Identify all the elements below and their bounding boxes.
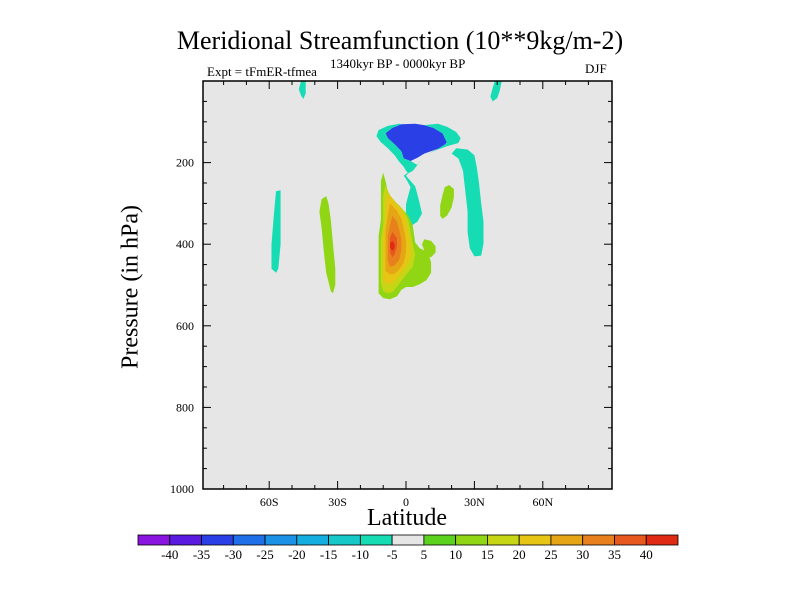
contour-region-nh-side-tongue xyxy=(451,148,484,257)
contour-region-upper-eq-descent-tongue xyxy=(376,123,418,174)
y-tick-label: 400 xyxy=(176,237,194,251)
colorbar-box xyxy=(201,534,234,546)
colorbar-level-label: -10 xyxy=(352,547,369,562)
y-tick-label: 200 xyxy=(176,156,194,170)
contour-regions xyxy=(271,81,502,300)
colorbar-box xyxy=(296,534,329,546)
contour-region-hadley-40 xyxy=(390,240,395,251)
contour-region-hadley-fringe-nh xyxy=(422,239,436,258)
y-tick-label: 600 xyxy=(176,319,194,333)
contour-polygon-sh-green-streak-0 xyxy=(319,196,336,294)
y-tick-label: 1000 xyxy=(170,482,194,496)
x-tick-label: 60N xyxy=(532,495,553,509)
colorbar-box xyxy=(328,534,361,546)
colorbar-level-label: -30 xyxy=(225,547,242,562)
colorbar-level-label: 5 xyxy=(421,547,428,562)
contour-region-negative-upper-cell xyxy=(385,123,447,161)
colorbar-box xyxy=(614,534,647,546)
contour-polygon-nh-upper-sliver-0 xyxy=(490,81,502,102)
x-tick-label: 30S xyxy=(328,495,347,509)
contour-polygon-upper-tropical-tongue-0 xyxy=(403,123,461,227)
colorbar-box xyxy=(645,534,679,546)
colorbar-box xyxy=(391,534,425,546)
x-tick-label: 30N xyxy=(464,495,485,509)
y-tick-label: 800 xyxy=(176,400,194,414)
colorbar-level-label: 15 xyxy=(481,547,494,562)
contour-polygon-hadley-40-0 xyxy=(390,240,395,251)
colorbar: -40 -35 -30 -25 -20 -15 -10 -5 5 10 15 20 25 30 35 40 xyxy=(137,534,679,562)
chart-subtitle-season: DJF xyxy=(585,61,607,76)
colorbar-level-label: -40 xyxy=(161,547,178,562)
colorbar-box xyxy=(455,534,488,546)
colorbar-level-label: -20 xyxy=(288,547,305,562)
contour-region-sh-upper-sliver xyxy=(298,81,306,99)
x-tick-label: 60S xyxy=(260,495,279,509)
colorbar-box xyxy=(169,534,202,546)
contour-polygon-negative-upper-cell-4 xyxy=(408,143,420,152)
chart-subtitle-experiment: Expt = tFmER-tfmea xyxy=(207,64,317,79)
contour-region-nh-green-streak xyxy=(440,185,454,219)
contour-polygon-sh-upper-sliver-0 xyxy=(298,81,306,99)
contour-polygon-sh-tropical-sliver-0 xyxy=(271,190,281,273)
colorbar-level-label: 20 xyxy=(513,547,526,562)
colorbar-level-label: 30 xyxy=(576,547,589,562)
colorbar-box xyxy=(137,534,171,546)
colorbar-box xyxy=(487,534,520,546)
contour-region-sh-green-streak xyxy=(319,196,336,294)
x-tick-label: 0 xyxy=(403,495,409,509)
colorbar-box xyxy=(264,534,298,546)
contour-polygon-nh-green-streak-0 xyxy=(440,185,454,219)
contour-region-upper-tropical-tongue xyxy=(403,123,461,227)
contour-polygon-hadley-fringe-nh-0 xyxy=(422,239,436,258)
colorbar-box xyxy=(518,534,552,546)
colorbar-level-label: 10 xyxy=(449,547,462,562)
colorbar-level-label: -25 xyxy=(256,547,273,562)
colorbar-level-label: -35 xyxy=(193,547,210,562)
contour-polygon-nh-side-tongue-0 xyxy=(451,148,484,257)
x-axis-label: Latitude xyxy=(367,505,447,531)
chart-subtitle-period: 1340kyr BP - 0000kyr BP xyxy=(330,56,466,71)
colorbar-level-label: -5 xyxy=(387,547,398,562)
colorbar-box xyxy=(359,534,393,546)
colorbar-level-label: 35 xyxy=(608,547,621,562)
chart-title: Meridional Streamfunction (10**9kg/m-2) xyxy=(176,26,624,55)
colorbar-level-label: -15 xyxy=(320,547,337,562)
colorbar-box xyxy=(582,534,615,546)
colorbar-box xyxy=(232,534,266,546)
colorbar-level-label: 25 xyxy=(544,547,557,562)
colorbar-box xyxy=(423,534,457,546)
contour-region-nh-upper-sliver xyxy=(490,81,502,102)
colorbar-level-label: 40 xyxy=(640,547,653,562)
contour-region-sh-tropical-sliver xyxy=(271,190,281,273)
colorbar-box xyxy=(550,534,584,546)
contour-polygon-upper-eq-descent-tongue-0 xyxy=(376,123,418,174)
axis-ticks: 60S 30S 0 30N 60N 200 400 600 800 1000 xyxy=(170,81,612,509)
plot-frame xyxy=(202,80,613,490)
